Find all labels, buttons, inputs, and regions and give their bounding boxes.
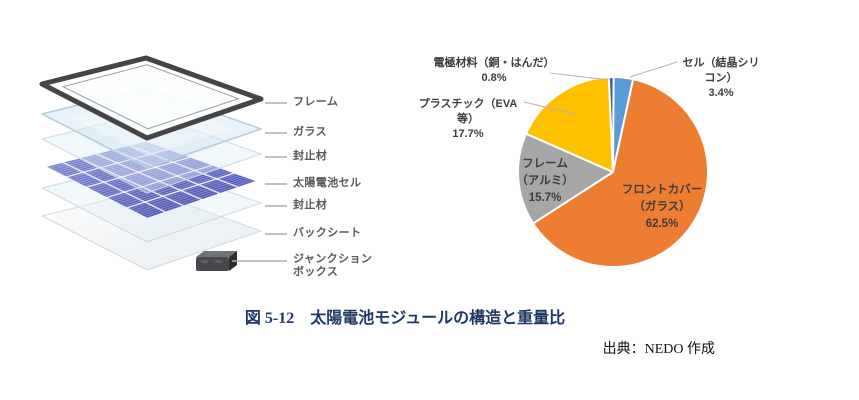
pie-slice-2 <box>516 132 614 225</box>
leader-line-plastic <box>523 101 576 115</box>
pie-slice-3 <box>525 76 614 173</box>
layer-label-frame: フレーム <box>293 96 339 108</box>
leader-line-electrode <box>549 72 610 81</box>
pie-slice-1 <box>532 78 709 268</box>
figure-source: 出典：NEDO 作成 <box>602 342 715 357</box>
pie-chart <box>516 61 709 268</box>
pie-leader-lines <box>523 61 678 115</box>
pie-label-front-cover: フロントカバー （ガラス） 62.5% <box>621 184 703 230</box>
leader-line-cell <box>629 61 678 78</box>
layer-label-glass: ガラス <box>293 126 327 138</box>
layer-label-cells: 太陽電池セル <box>293 177 362 189</box>
pie-label-cell: セル（結晶シリ コン） 3.4% <box>682 57 760 99</box>
layer-label-junction: ジャンクション ボックス <box>293 253 373 278</box>
pie-slice-4 <box>607 75 615 173</box>
layer-label-encap-1: 封止材 <box>293 150 328 162</box>
pie-label-frame: フレーム （アルミ） 15.7% <box>516 158 574 204</box>
pie-slices <box>516 75 709 268</box>
layer-label-backsheet: バックシート <box>293 227 362 239</box>
layer-solar-cells <box>45 140 258 219</box>
module-layers <box>39 55 264 271</box>
pie-label-electrode: 電極材料（銅・はんだ） 0.8% <box>433 57 555 84</box>
pie-label-plastic: プラスチック（EVA 等） 17.7% <box>418 98 518 140</box>
layer-leader-lines <box>232 102 287 262</box>
figure-caption: 図 5-12 太陽電池モジュールの構造と重量比 <box>244 310 566 327</box>
layer-label-encap-2: 封止材 <box>293 199 328 211</box>
solar-module-exploded-diagram <box>39 55 287 271</box>
junction-box <box>196 251 237 271</box>
